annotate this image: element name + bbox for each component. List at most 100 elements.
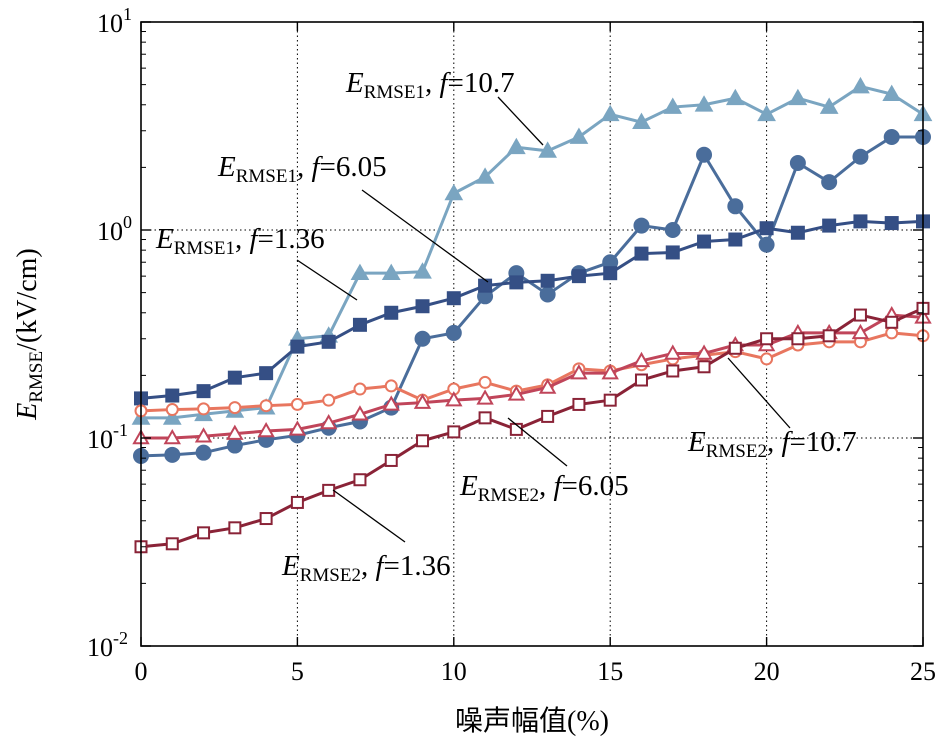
series-5-point-1 bbox=[165, 537, 179, 551]
y-tick-label-0: 100 bbox=[97, 212, 132, 246]
series-3-point-24 bbox=[885, 326, 899, 340]
series-4-point-7 bbox=[351, 405, 369, 421]
series-5-point-6 bbox=[322, 483, 336, 497]
series-4-point-5 bbox=[288, 420, 307, 436]
series-2-point-1 bbox=[165, 388, 180, 403]
series-3-point-7 bbox=[353, 382, 367, 396]
series-3-point-6 bbox=[322, 393, 336, 407]
series-2-point-24 bbox=[884, 216, 899, 231]
x-tick-label-0: 0 bbox=[135, 657, 148, 686]
series-5-point-3 bbox=[228, 521, 242, 535]
series-2-point-7 bbox=[352, 317, 367, 332]
series-5-point-24 bbox=[885, 315, 899, 329]
series-5-point-11 bbox=[478, 411, 492, 425]
series-4-point-1 bbox=[163, 428, 182, 445]
series-5-point-10 bbox=[447, 425, 461, 439]
series-3-point-20 bbox=[760, 352, 774, 366]
series-2-point-17 bbox=[665, 245, 680, 260]
series-2-point-8 bbox=[384, 305, 399, 320]
series-5-point-14 bbox=[572, 397, 586, 411]
plot-frame bbox=[140, 21, 924, 647]
series-2-point-2 bbox=[196, 384, 211, 399]
series-5-point-9 bbox=[416, 434, 430, 448]
annotation-ermse1-f10.7: ERMSE1, f=10.7 bbox=[345, 67, 515, 103]
series-1-point-18 bbox=[696, 146, 713, 163]
series-5-point-19 bbox=[728, 341, 742, 355]
series-1-point-20 bbox=[758, 236, 775, 253]
series-4-point-17 bbox=[664, 344, 682, 360]
series-2-point-15 bbox=[603, 266, 618, 281]
series-2-point-6 bbox=[321, 334, 336, 349]
series-0-point-22 bbox=[819, 97, 839, 114]
series-5-point-16 bbox=[634, 373, 648, 387]
series-2-point-4 bbox=[259, 366, 274, 381]
y-tick-label--1: 10-1 bbox=[87, 420, 128, 454]
series-1-point-13 bbox=[539, 286, 556, 303]
series-5-point-20 bbox=[760, 332, 774, 346]
series-2-point-14 bbox=[571, 269, 586, 284]
y-tick-label--2: 10-2 bbox=[87, 628, 128, 662]
x-tick-label-25: 25 bbox=[910, 657, 936, 686]
series-0-point-24 bbox=[882, 84, 902, 102]
series-2-point-12 bbox=[509, 275, 524, 290]
series-3-point-4 bbox=[259, 399, 273, 413]
leader-ermse1-f1.36 bbox=[296, 259, 358, 301]
series-0-point-7 bbox=[350, 263, 370, 281]
series-4-point-18 bbox=[695, 344, 713, 360]
series-5-point-13 bbox=[541, 409, 555, 423]
series-4-point-10 bbox=[445, 391, 463, 407]
series-4-point-3 bbox=[226, 424, 244, 440]
series-5-point-4 bbox=[259, 512, 273, 526]
series-2-point-11 bbox=[478, 278, 493, 293]
axis-ticks: 0 5 10 15 20 25 101 100 10-1 10-2 bbox=[87, 4, 936, 686]
series-4-point-15 bbox=[601, 364, 619, 380]
series-0-point-23 bbox=[851, 76, 870, 94]
series-1-point-3 bbox=[226, 437, 243, 454]
series-4-point-14 bbox=[570, 364, 588, 380]
series-1-point-9 bbox=[414, 330, 431, 347]
series-5-point-21 bbox=[791, 332, 805, 346]
series-1-point-16 bbox=[633, 217, 650, 234]
series-2-point-22 bbox=[822, 218, 837, 233]
series-0-point-18 bbox=[694, 95, 714, 112]
annotation-leaders bbox=[296, 96, 791, 543]
series-0-point-8 bbox=[381, 263, 401, 281]
series-4-point-9 bbox=[413, 393, 432, 409]
series-4-point-23 bbox=[851, 323, 870, 340]
annotation-ermse2-f6.05: ERMSE2, f=6.05 bbox=[459, 470, 629, 506]
series-5-point-2 bbox=[197, 526, 211, 540]
series-0-point-15 bbox=[600, 104, 620, 122]
y-axis-title: ERMSE/(kV/cm) bbox=[12, 248, 47, 421]
leader-ermse2-f10.7 bbox=[727, 357, 791, 429]
series-1-point-10 bbox=[445, 324, 462, 341]
series-5-point-23 bbox=[853, 308, 867, 322]
annotation-ermse1-f6.05: ERMSE1, f=6.05 bbox=[217, 151, 387, 187]
series-4-point-4 bbox=[257, 422, 275, 438]
series-0-point-16 bbox=[632, 112, 651, 130]
series-2-point-18 bbox=[697, 234, 712, 249]
leader-ermse1-f10.7 bbox=[497, 96, 544, 146]
x-tick-label-5: 5 bbox=[291, 657, 304, 686]
series-1-point-22 bbox=[821, 174, 838, 191]
series-4-point-16 bbox=[632, 351, 651, 368]
series-0-point-13 bbox=[538, 141, 558, 158]
series-1-point-19 bbox=[727, 198, 744, 215]
series-0-point-19 bbox=[725, 88, 745, 106]
x-tick-label-15: 15 bbox=[597, 657, 623, 686]
series-0-point-14 bbox=[569, 127, 589, 144]
series-2-point-3 bbox=[227, 370, 242, 385]
annotation-ermse2-f1.36: ERMSE2, f=1.36 bbox=[281, 550, 451, 586]
series-2-point-13 bbox=[540, 273, 555, 288]
leader-ermse2-f6.05 bbox=[507, 417, 568, 467]
series-0-point-20 bbox=[757, 104, 776, 122]
series-0-point-10 bbox=[444, 183, 464, 201]
x-axis-title: 噪声幅值(%) bbox=[455, 705, 609, 737]
series-0-point-9 bbox=[413, 262, 432, 279]
series-4-point-2 bbox=[194, 427, 213, 443]
x-tick-label-10: 10 bbox=[441, 657, 467, 686]
x-tick-label-20: 20 bbox=[754, 657, 780, 686]
series-5-point-18 bbox=[697, 360, 711, 374]
series-0-point-17 bbox=[663, 97, 683, 114]
